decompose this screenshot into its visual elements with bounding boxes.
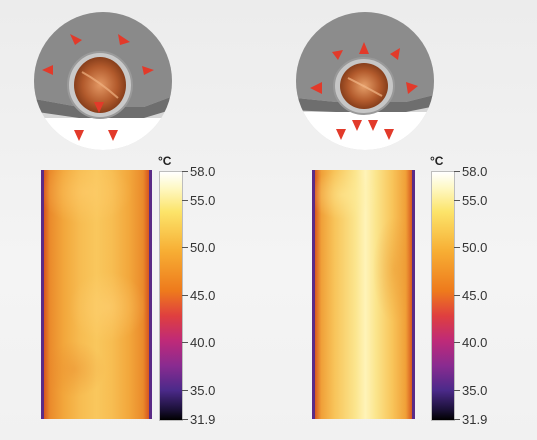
heat-flow-arrows-left — [42, 34, 154, 141]
fin-edge — [34, 92, 172, 118]
color-scale-bar-left — [159, 171, 183, 421]
color-scale-bar-right — [431, 171, 455, 421]
tube-detail-icon-left — [34, 12, 172, 150]
scale-tick-label: 40.0 — [190, 335, 216, 350]
scale-tick-label: 31.9 — [462, 412, 488, 427]
scale-tick-label: 58.0 — [190, 164, 216, 179]
scale-tick-mark — [182, 171, 188, 172]
scale-tick-mark — [454, 342, 460, 343]
thermal-image-right — [312, 170, 415, 419]
scale-tick-label: 50.0 — [190, 240, 216, 255]
thermal-image-left — [41, 170, 152, 419]
scale-tick-mark — [454, 247, 460, 248]
absorber-base — [34, 118, 172, 150]
scale-tick-label: 58.0 — [462, 164, 488, 179]
absorber-base — [296, 112, 434, 150]
scale-tick-label: 31.9 — [190, 412, 216, 427]
scale-tick-mark — [454, 390, 460, 391]
scale-tick-mark — [454, 200, 460, 201]
scale-tick-mark — [182, 390, 188, 391]
heat-flow-arrows-right — [310, 42, 418, 140]
scale-unit-right: °C — [430, 154, 444, 168]
scale-tick-mark — [182, 295, 188, 296]
scale-tick-mark — [182, 247, 188, 248]
scale-tick-label: 40.0 — [462, 335, 488, 350]
copper-tube — [74, 57, 126, 113]
right-panel: °C 58.0 55.0 50.0 45.0 40.0 35.0 31.9 — [269, 0, 537, 440]
left-panel: °C 58.0 55.0 50.0 45.0 40.0 35.0 31.9 — [0, 0, 268, 440]
tube-detail-icon-right — [296, 12, 434, 150]
scale-tick-mark — [182, 342, 188, 343]
scale-tick-mark — [182, 200, 188, 201]
scale-tick-mark — [454, 171, 460, 172]
scale-tick-label: 35.0 — [190, 383, 216, 398]
scale-tick-label: 55.0 — [462, 193, 488, 208]
scale-tick-label: 35.0 — [462, 383, 488, 398]
scale-unit-left: °C — [158, 154, 172, 168]
scale-tick-mark — [454, 419, 460, 420]
scale-tick-label: 45.0 — [190, 288, 216, 303]
scale-tick-label: 45.0 — [462, 288, 488, 303]
scale-tick-mark — [454, 295, 460, 296]
scale-tick-label: 55.0 — [190, 193, 216, 208]
scale-tick-label: 50.0 — [462, 240, 488, 255]
scale-tick-mark — [182, 419, 188, 420]
